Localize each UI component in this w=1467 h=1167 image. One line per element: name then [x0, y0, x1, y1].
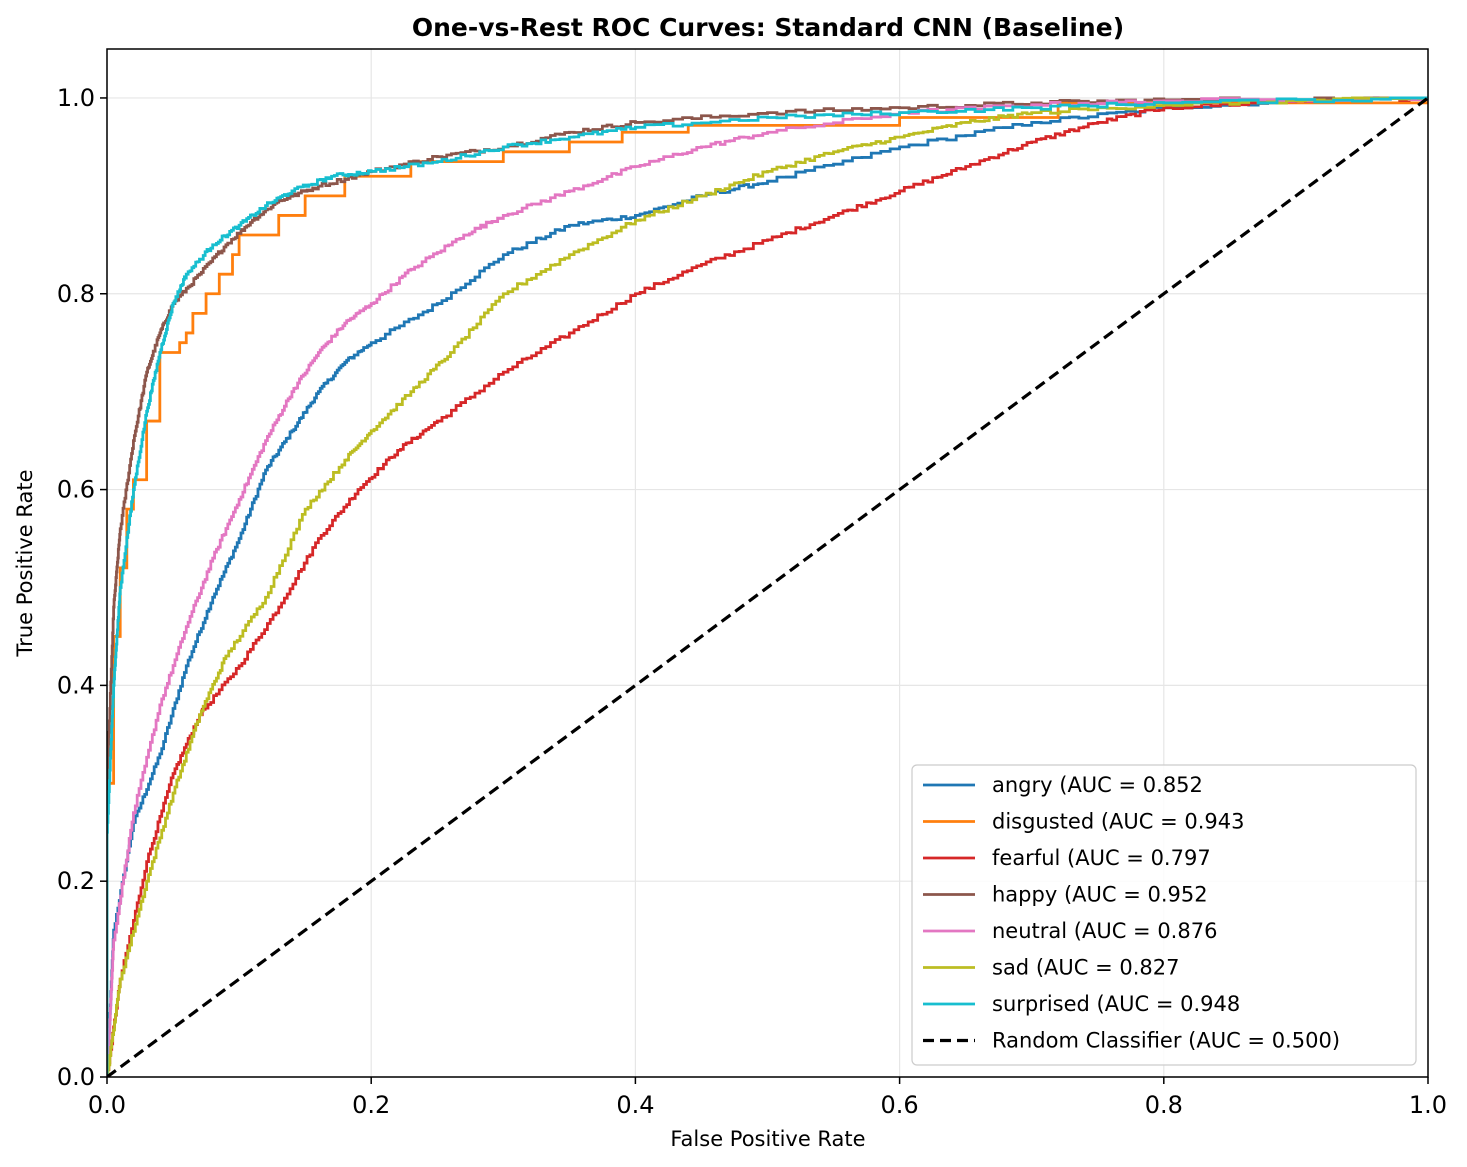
series-line-neutral	[107, 96, 1428, 1077]
legend-label-random: Random Classifier (AUC = 0.500)	[992, 1029, 1340, 1053]
x-tick-label: 0.4	[616, 1091, 654, 1119]
legend-box	[911, 764, 1417, 1066]
legend-label-angry: angry (AUC = 0.852	[992, 773, 1203, 797]
y-tick-label: 0.4	[57, 671, 95, 699]
legend: angry (AUC = 0.852 disgusted (AUC = 0.943…	[911, 764, 1417, 1066]
x-axis-ticks: 0.0 0.2 0.4 0.6 0.8 1.0	[88, 1077, 1447, 1119]
x-tick-label: 0.6	[881, 1091, 919, 1119]
legend-items: angry (AUC = 0.852 disgusted (AUC = 0.943…	[923, 773, 1340, 1053]
series-line-surprised	[107, 96, 1428, 1077]
legend-label-neutral: neutral (AUC = 0.876	[992, 919, 1217, 943]
y-tick-label: 0.2	[57, 867, 95, 895]
y-axis-label: True Positive Rate	[13, 469, 37, 657]
series-line-disgusted	[107, 97, 1428, 1077]
y-tick-label: 0.6	[57, 476, 95, 504]
plot-frame	[106, 48, 1429, 1078]
series-line-sad	[107, 96, 1428, 1077]
series-line-angry	[107, 96, 1428, 1077]
y-tick-label: 1.0	[57, 84, 95, 112]
legend-label-disgusted: disgusted (AUC = 0.943	[992, 810, 1245, 834]
legend-label-sad: sad (AUC = 0.827	[992, 956, 1179, 980]
series-line-happy	[107, 96, 1428, 1077]
x-axis-label: False Positive Rate	[670, 1127, 865, 1151]
legend-label-surprised: surprised (AUC = 0.948	[992, 992, 1240, 1016]
x-tick-label: 0.2	[352, 1091, 390, 1119]
series-layer	[107, 96, 1428, 1077]
y-tick-label: 0.8	[57, 280, 95, 308]
x-tick-label: 0.8	[1145, 1091, 1183, 1119]
y-tick-label: 0.0	[57, 1063, 95, 1091]
series-line-random	[107, 96, 1428, 1077]
chart-title: One-vs-Rest ROC Curves: Standard CNN (Ba…	[412, 13, 1124, 42]
x-tick-label: 0.0	[88, 1091, 126, 1119]
x-tick-label: 1.0	[1409, 1091, 1447, 1119]
plot-area	[107, 96, 1428, 1077]
legend-label-fearful: fearful (AUC = 0.797	[992, 846, 1211, 870]
y-axis-ticks: 0.0 0.2 0.4 0.6 0.8 1.0	[57, 84, 107, 1091]
legend-label-happy: happy (AUC = 0.952	[992, 883, 1208, 907]
